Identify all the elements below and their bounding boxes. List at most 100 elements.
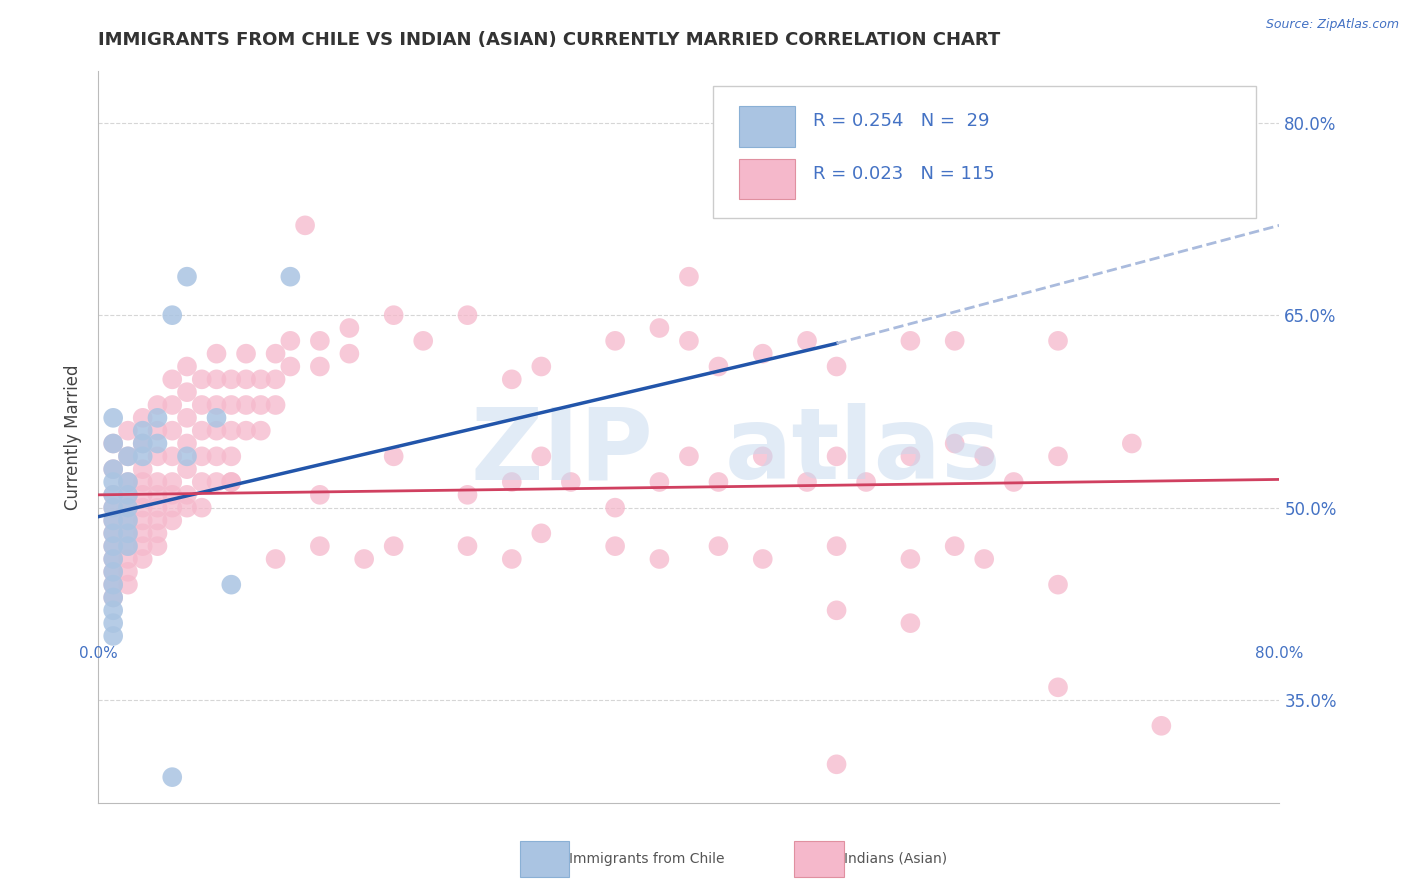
Point	[162, 514, 183, 528]
Point	[146, 436, 169, 450]
Point	[900, 552, 922, 566]
Point	[132, 410, 155, 425]
Point	[117, 424, 139, 438]
Point	[103, 410, 125, 425]
Point	[117, 488, 139, 502]
Point	[205, 398, 228, 412]
Point	[205, 410, 228, 425]
Y-axis label: Currently Married: Currently Married	[65, 364, 83, 510]
Point	[103, 500, 125, 515]
Point	[103, 436, 125, 450]
Point	[560, 475, 582, 489]
Point	[678, 450, 700, 464]
Point	[132, 424, 155, 438]
Point	[132, 500, 155, 515]
Point	[103, 539, 125, 553]
Point	[825, 450, 848, 464]
Point	[205, 346, 228, 360]
Point	[103, 552, 125, 566]
Point	[117, 475, 139, 489]
Point	[219, 424, 242, 438]
Point	[103, 475, 125, 489]
Point	[103, 526, 125, 541]
Point	[605, 334, 627, 348]
Text: 80.0%: 80.0%	[1256, 646, 1303, 661]
Point	[132, 436, 155, 450]
Point	[501, 552, 523, 566]
Point	[264, 372, 287, 386]
Point	[796, 334, 818, 348]
Text: R = 0.254   N =  29: R = 0.254 N = 29	[813, 112, 990, 130]
Point	[146, 488, 169, 502]
Point	[707, 539, 730, 553]
Point	[117, 577, 139, 591]
Point	[219, 475, 242, 489]
Text: ZIP: ZIP	[471, 403, 654, 500]
Point	[707, 475, 730, 489]
Point	[117, 488, 139, 502]
Point	[235, 398, 257, 412]
Point	[412, 334, 434, 348]
Point	[146, 410, 169, 425]
Point	[191, 398, 214, 412]
Point	[132, 475, 155, 489]
Point	[103, 552, 125, 566]
Point	[103, 616, 125, 631]
Point	[353, 552, 375, 566]
Point	[648, 552, 671, 566]
Point	[796, 475, 818, 489]
Point	[146, 450, 169, 464]
Point	[1046, 577, 1069, 591]
Point	[132, 488, 155, 502]
Point	[943, 334, 966, 348]
Point	[219, 398, 242, 412]
Point	[191, 372, 214, 386]
Point	[176, 450, 198, 464]
Point	[191, 475, 214, 489]
Point	[117, 539, 139, 553]
Point	[456, 488, 478, 502]
Point	[176, 436, 198, 450]
Point	[250, 424, 273, 438]
Point	[973, 552, 995, 566]
Point	[278, 359, 302, 374]
Point	[205, 424, 228, 438]
Point	[943, 436, 966, 450]
Point	[103, 591, 125, 605]
Point	[103, 500, 125, 515]
Point	[103, 514, 125, 528]
Point	[339, 346, 360, 360]
Point	[117, 514, 139, 528]
Point	[530, 450, 553, 464]
Point	[900, 450, 922, 464]
Point	[132, 450, 155, 464]
Bar	[738, 106, 796, 146]
Point	[132, 462, 155, 476]
Point	[264, 346, 287, 360]
Point	[648, 475, 671, 489]
Point	[900, 334, 922, 348]
Point	[825, 359, 848, 374]
Point	[103, 577, 125, 591]
Point	[456, 539, 478, 553]
Point	[456, 308, 478, 322]
Point	[146, 514, 169, 528]
Point	[1002, 475, 1025, 489]
Point	[146, 539, 169, 553]
Point	[678, 269, 700, 284]
Point	[132, 539, 155, 553]
Point	[191, 424, 214, 438]
Point	[294, 219, 316, 233]
Point	[132, 436, 155, 450]
Point	[117, 450, 139, 464]
Point	[146, 398, 169, 412]
Point	[176, 269, 198, 284]
Point	[132, 514, 155, 528]
Point	[117, 475, 139, 489]
Point	[117, 500, 139, 515]
Point	[103, 436, 125, 450]
Point	[943, 539, 966, 553]
Point	[103, 488, 125, 502]
Point	[176, 359, 198, 374]
Point	[219, 475, 242, 489]
